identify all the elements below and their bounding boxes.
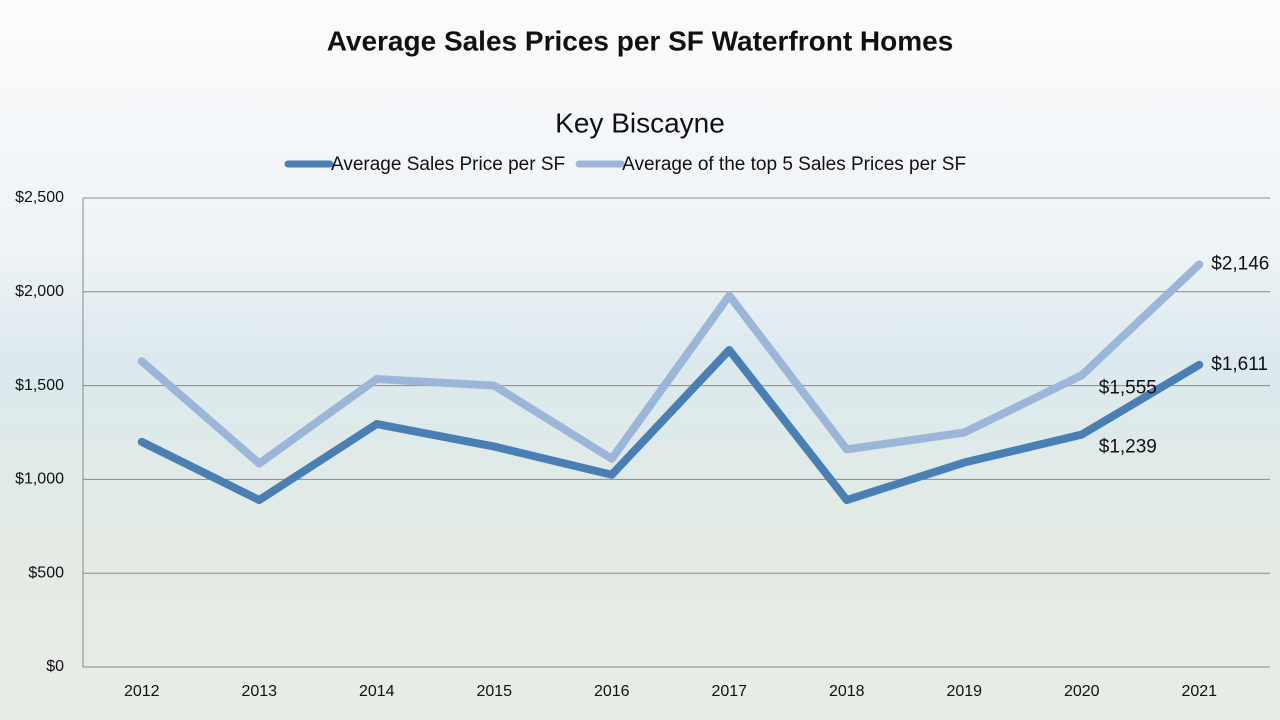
data-label: $1,239 — [1099, 437, 1157, 458]
x-tick-label: 2020 — [1064, 683, 1100, 700]
legend-label: Average Sales Price per SF — [331, 154, 565, 175]
legend-label: Average of the top 5 Sales Prices per SF — [622, 154, 966, 175]
series-line — [137, 260, 1204, 468]
y-tick-label: $0 — [46, 658, 64, 675]
x-tick-label: 2017 — [711, 683, 747, 700]
x-tick-label: 2014 — [359, 683, 395, 700]
y-tick-label: $500 — [28, 564, 64, 581]
y-tick-label: $2,500 — [15, 189, 64, 206]
data-label: $2,146 — [1211, 253, 1269, 274]
x-tick-label: 2013 — [241, 683, 277, 700]
x-tick-label: 2019 — [946, 683, 982, 700]
y-tick-label: $2,000 — [15, 283, 64, 300]
series-line — [137, 345, 1204, 505]
x-tick-label: 2018 — [829, 683, 865, 700]
chart-subtitle: Key Biscayne — [555, 107, 725, 138]
data-label: $1,611 — [1211, 354, 1268, 375]
x-tick-label: 2016 — [594, 683, 630, 700]
y-tick-label: $1,500 — [15, 377, 64, 394]
x-tick-label: 2015 — [476, 683, 512, 700]
data-label: $1,555 — [1099, 377, 1157, 398]
x-tick-label: 2012 — [124, 683, 160, 700]
chart-title: Average Sales Prices per SF Waterfront H… — [327, 25, 954, 56]
y-tick-label: $1,000 — [15, 471, 64, 488]
x-tick-label: 2021 — [1181, 683, 1217, 700]
